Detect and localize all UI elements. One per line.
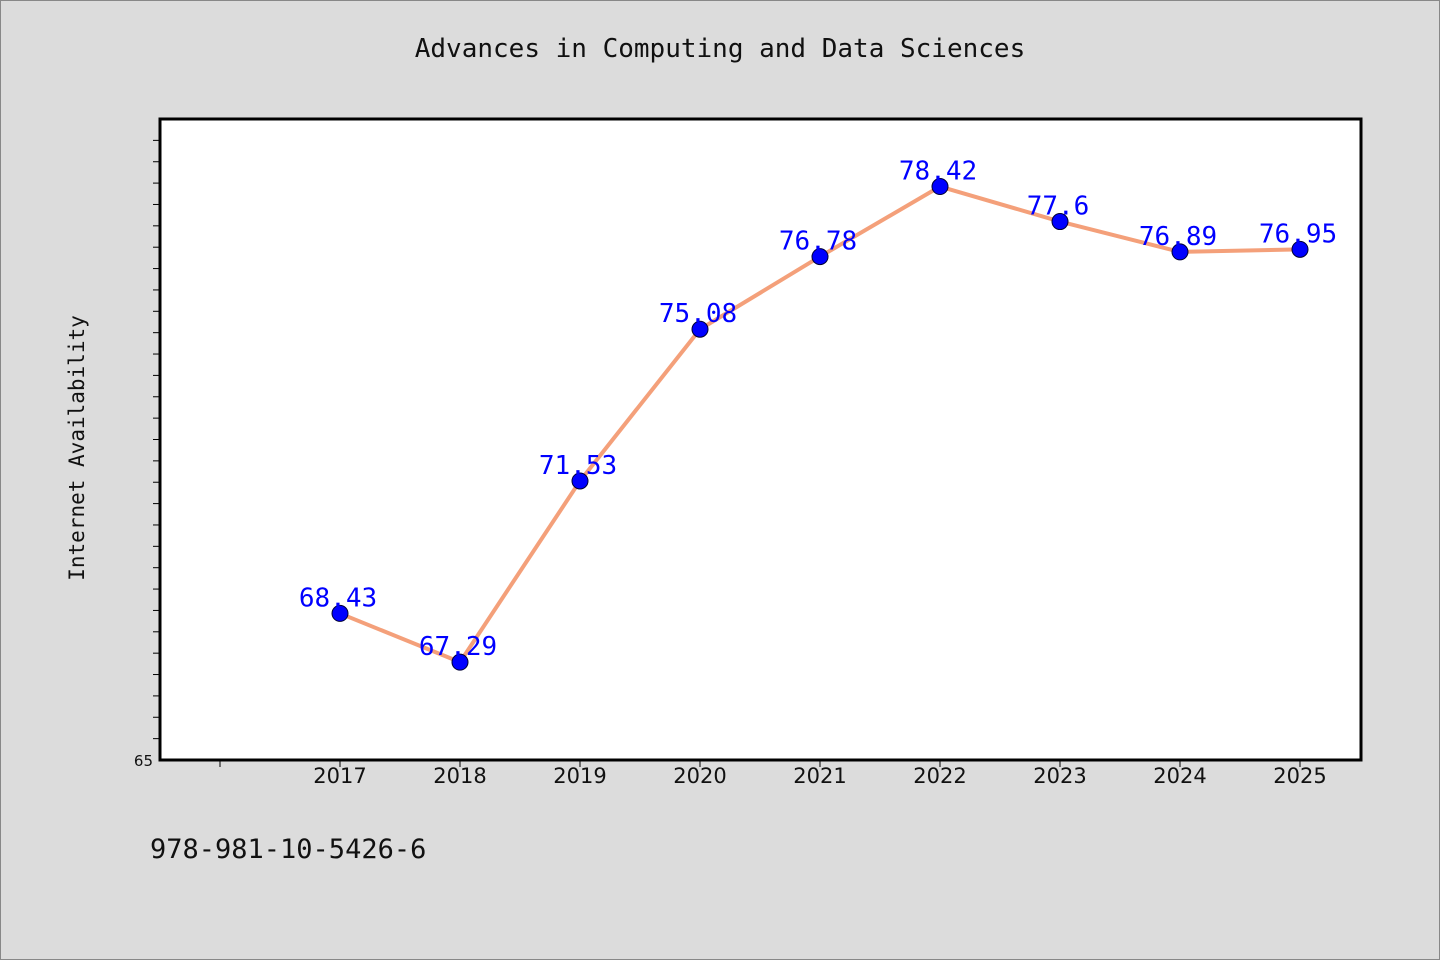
x-axis-ticks: 2017 2018 2019 2020 2021 2022 2023 2024 2025	[219, 760, 1327, 788]
x-tick-label: 2023	[1033, 764, 1086, 788]
data-label: 67.29	[419, 632, 497, 662]
isbn-text: 978-981-10-5426-6	[150, 834, 427, 865]
data-label: 71.53	[539, 451, 617, 481]
x-tick-label: 2025	[1273, 764, 1326, 788]
x-tick-label: 2024	[1153, 764, 1206, 788]
plot-area	[158, 117, 1363, 762]
data-point	[571, 472, 589, 490]
data-point	[811, 248, 829, 266]
data-point	[1171, 243, 1189, 261]
data-label: 76.78	[779, 227, 857, 257]
y-tick-label: 65	[134, 752, 153, 770]
x-tick-label: 2018	[433, 764, 486, 788]
data-point	[331, 604, 349, 622]
data-label: 75.08	[659, 299, 737, 329]
data-point	[691, 320, 709, 338]
data-point	[931, 178, 949, 196]
x-tick-label: 2022	[913, 764, 966, 788]
x-tick-label: 2019	[553, 764, 606, 788]
data-label: 76.89	[1139, 222, 1217, 252]
data-label: 76.95	[1259, 219, 1337, 249]
x-tick-label: 2020	[673, 764, 726, 788]
data-label: 68.43	[299, 583, 377, 613]
data-markers	[331, 178, 1309, 671]
y-axis-ticks	[153, 139, 160, 740]
data-label: 78.42	[899, 157, 977, 187]
data-labels: 68.43 67.29 71.53 75.08 76.78 78.42 77.6 76.89 7…	[299, 157, 1337, 663]
x-tick-label: 2017	[313, 764, 366, 788]
data-point	[1051, 213, 1069, 231]
data-point	[1291, 240, 1309, 258]
chart-title: Advances in Computing and Data Sciences	[414, 34, 1026, 64]
data-label: 77.6	[1027, 192, 1090, 222]
x-tick-label: 2021	[793, 764, 846, 788]
data-point	[451, 653, 469, 671]
